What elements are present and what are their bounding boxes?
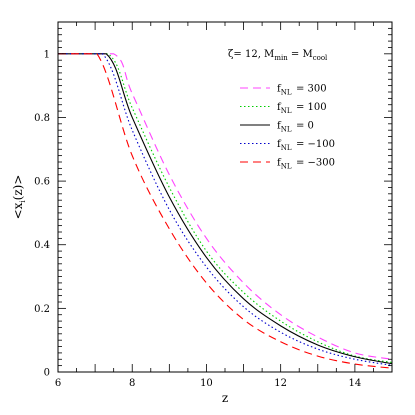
series-line-1 [58, 53, 393, 363]
tick-labels: 6 8 10 12 14 0 0.2 0.4 0.6 0.8 1 [34, 49, 361, 389]
series-line-0 [58, 53, 393, 360]
plot-lines [58, 53, 393, 369]
y-tick-label: 0 [44, 368, 50, 379]
plot-frame [57, 21, 393, 373]
y-tick-label: 0.8 [34, 113, 50, 124]
legend-label-3: fNL = −100 [277, 139, 335, 152]
legend-label-1: fNL = 100 [277, 102, 327, 115]
series-line-3 [58, 53, 393, 366]
x-tick-label: 14 [349, 378, 362, 389]
y-tick-label: 0.6 [34, 177, 50, 188]
x-tick-label: 8 [129, 378, 135, 389]
axis-ticks [57, 21, 393, 373]
x-tick-label: 6 [55, 378, 61, 389]
y-tick-label: 0.2 [34, 304, 50, 315]
y-axis-label: <xi(z)> [11, 175, 27, 220]
parameter-annotation: ζ= 12, Mmin = Mcool [228, 49, 328, 62]
x-axis-label: z [222, 391, 228, 405]
series-line-4 [58, 53, 393, 369]
y-axis-label-main: <x [11, 202, 25, 219]
x-tick-label: 12 [274, 378, 287, 389]
legend-label-0: fNL = 300 [277, 84, 327, 97]
y-axis-label-tail: (z)> [11, 175, 25, 201]
annotation-min-sub: min [274, 54, 288, 62]
x-tick-label: 10 [200, 378, 213, 389]
annotation-eq: = M [288, 49, 313, 60]
y-tick-label: 0.4 [34, 240, 50, 251]
y-axis-label-sub: i [19, 200, 27, 203]
legend-label-4: fNL = −300 [277, 158, 335, 171]
annotation-zeta: ζ= 12, M [228, 49, 274, 60]
series-line-2 [58, 53, 393, 365]
y-tick-label: 1 [44, 49, 50, 60]
legend-label-2: fNL = 0 [277, 121, 314, 134]
annotation-cool-sub: cool [313, 54, 328, 62]
legend: fNL = 300 fNL = 100 fNL = 0 fNL = −100 fNL = −300 [240, 84, 335, 171]
